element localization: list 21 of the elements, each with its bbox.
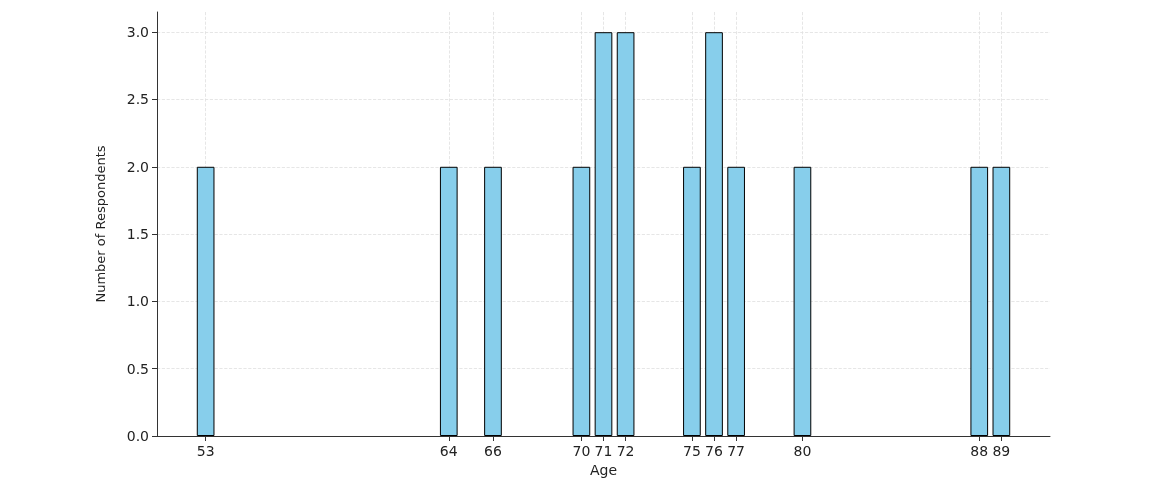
y-tick-label: 3.0: [126, 24, 149, 41]
y-tick-label: 0.0: [126, 428, 149, 444]
x-tick-label: 53: [196, 443, 215, 459]
y-tick-label: 2.5: [126, 91, 149, 108]
x-tick-label: 70: [572, 443, 591, 459]
x-tick-label: 72: [616, 443, 635, 459]
x-tick-label: 89: [992, 443, 1011, 459]
y-tick-label: 0.5: [126, 360, 149, 377]
x-axis-title: Age: [589, 461, 618, 478]
x-tick-label: 88: [970, 443, 989, 459]
y-axis-title: Number of Respondents: [93, 145, 108, 303]
x-tick-label: 75: [683, 443, 701, 459]
y-tick-label: 1.0: [126, 293, 149, 310]
x-tick-label: 76: [705, 443, 724, 459]
y-tick-label: 1.5: [126, 226, 149, 243]
x-tick-label: 80: [793, 443, 812, 459]
x-tick-label: 77: [727, 443, 746, 459]
x-tick-label: 71: [594, 443, 613, 459]
x-tick-label: 64: [439, 443, 458, 459]
x-tick-label: 66: [484, 443, 502, 459]
y-tick-label: 2.0: [126, 158, 149, 175]
